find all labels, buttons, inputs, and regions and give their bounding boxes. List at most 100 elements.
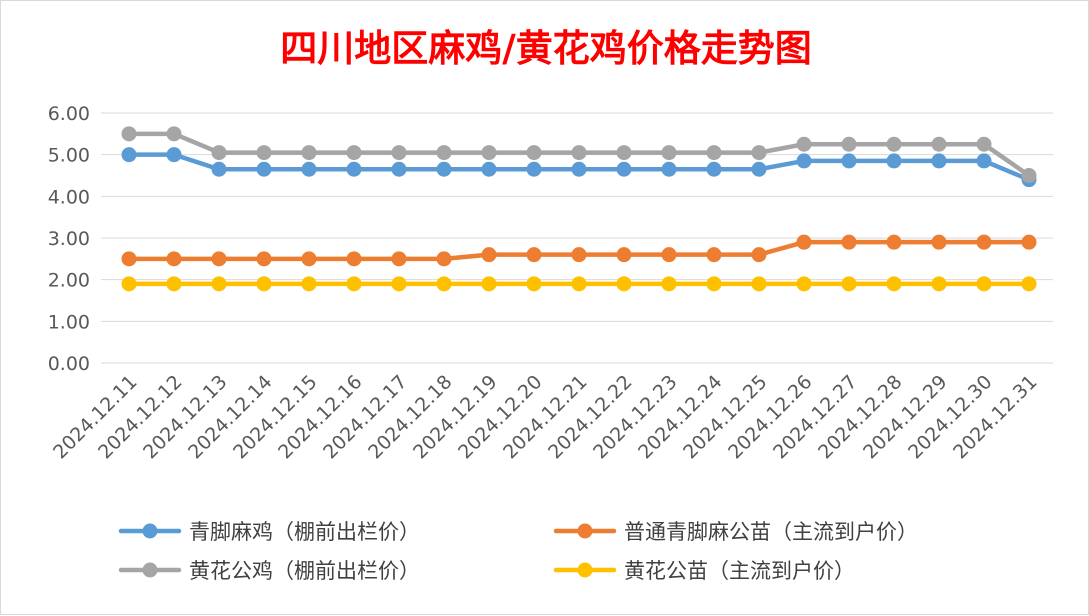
data-point <box>571 161 587 177</box>
data-point <box>211 251 227 267</box>
series <box>121 126 1037 183</box>
data-point <box>751 247 767 263</box>
data-point <box>481 276 497 292</box>
y-tick-label: 6.00 <box>48 103 90 125</box>
data-point <box>796 153 812 169</box>
data-point <box>661 161 677 177</box>
y-tick-label: 1.00 <box>48 311 90 333</box>
data-point <box>121 147 137 163</box>
legend-label: 黄花公苗（主流到户价） <box>624 559 855 583</box>
data-point <box>166 126 182 142</box>
data-point <box>481 145 497 161</box>
data-point <box>1021 276 1037 292</box>
legend-item: 普通青脚麻公苗（主流到户价） <box>553 520 918 544</box>
data-point <box>301 161 317 177</box>
data-point <box>526 145 542 161</box>
series <box>121 276 1037 292</box>
data-point <box>796 234 812 250</box>
data-point <box>121 126 137 142</box>
data-point <box>526 247 542 263</box>
legend-marker <box>142 562 158 578</box>
legend-label: 黄花公鸡（棚前出栏价） <box>189 559 420 583</box>
data-point <box>301 145 317 161</box>
data-point <box>841 234 857 250</box>
data-point <box>661 276 677 292</box>
data-point <box>706 145 722 161</box>
data-point <box>976 276 992 292</box>
x-axis-ticks: 2024.12.112024.12.122024.12.132024.12.14… <box>49 371 1041 463</box>
data-point <box>436 161 452 177</box>
legend-marker <box>577 562 593 578</box>
data-point <box>751 145 767 161</box>
data-point <box>706 161 722 177</box>
data-point <box>391 145 407 161</box>
data-point <box>346 251 362 267</box>
legend-marker <box>577 523 593 539</box>
data-point <box>166 147 182 163</box>
data-point <box>931 234 947 250</box>
data-point <box>886 153 902 169</box>
data-point <box>211 276 227 292</box>
legend-label: 普通青脚麻公苗（主流到户价） <box>624 520 918 544</box>
legend-label: 青脚麻鸡（棚前出栏价） <box>189 520 420 544</box>
data-point <box>976 136 992 152</box>
data-point <box>616 145 632 161</box>
data-point <box>346 161 362 177</box>
data-point <box>481 247 497 263</box>
data-point <box>706 276 722 292</box>
y-tick-label: 2.00 <box>48 270 90 292</box>
data-point <box>796 136 812 152</box>
series-layer <box>121 126 1037 292</box>
data-point <box>976 234 992 250</box>
legend-item: 黄花公苗（主流到户价） <box>553 559 855 583</box>
data-point <box>841 153 857 169</box>
data-point <box>706 247 722 263</box>
data-point <box>571 276 587 292</box>
data-point <box>616 276 632 292</box>
y-tick-label: 3.00 <box>48 228 90 250</box>
data-point <box>526 161 542 177</box>
data-point <box>256 161 272 177</box>
series <box>121 234 1037 267</box>
data-point <box>841 276 857 292</box>
data-point <box>886 276 902 292</box>
data-point <box>346 276 362 292</box>
data-point <box>931 153 947 169</box>
data-point <box>571 145 587 161</box>
data-point <box>346 145 362 161</box>
data-point <box>391 276 407 292</box>
data-point <box>616 161 632 177</box>
data-point <box>211 161 227 177</box>
data-point <box>301 251 317 267</box>
data-point <box>751 276 767 292</box>
chart-title: 四川地区麻鸡/黄花鸡价格走势图 <box>280 26 812 70</box>
data-point <box>661 145 677 161</box>
y-tick-label: 5.00 <box>48 145 90 167</box>
series <box>121 147 1037 188</box>
y-axis-ticks: 0.00 1.00 2.00 3.00 4.00 5.00 6.00 <box>48 103 90 375</box>
data-point <box>1021 168 1037 183</box>
data-point <box>436 145 452 161</box>
data-point <box>256 145 272 161</box>
data-point <box>166 276 182 292</box>
data-point <box>931 136 947 152</box>
data-point <box>1021 234 1037 250</box>
data-point <box>976 153 992 169</box>
data-point <box>661 247 677 263</box>
data-point <box>256 251 272 267</box>
data-point <box>391 251 407 267</box>
y-tick-label: 0.00 <box>48 353 90 375</box>
data-point <box>616 247 632 263</box>
data-point <box>931 276 947 292</box>
data-point <box>886 234 902 250</box>
legend: 青脚麻鸡（棚前出栏价） 黄花公鸡（棚前出栏价） 普通青脚麻公苗（主流到户价） 黄花公苗… <box>118 520 918 583</box>
data-point <box>256 276 272 292</box>
legend-item: 青脚麻鸡（棚前出栏价） <box>118 520 420 544</box>
data-point <box>121 251 137 267</box>
data-point <box>166 251 182 267</box>
data-point <box>796 276 812 292</box>
y-tick-label: 4.00 <box>48 186 90 208</box>
data-point <box>571 247 587 263</box>
